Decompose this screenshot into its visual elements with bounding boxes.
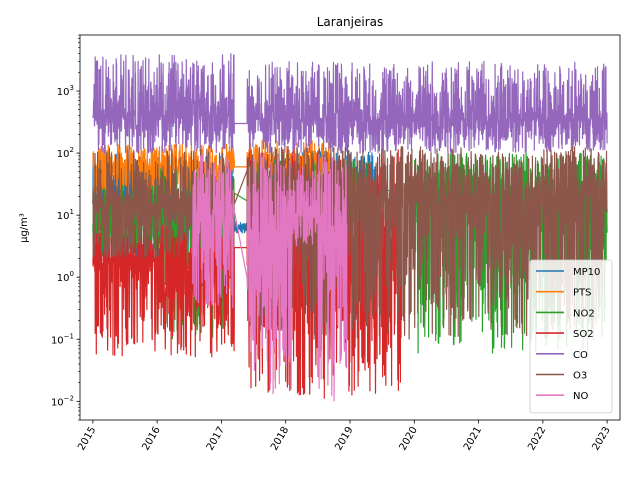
legend: MP10 PTS NO2 SO2 CO O3 NO [529,259,613,414]
series-line-o3 [92,145,608,340]
y-tick-label: 102 [57,146,74,160]
series-line-no [191,153,348,402]
y-tick-label: 101 [57,208,74,222]
legend-label-co: CO [573,350,588,361]
series-layer [92,53,608,402]
legend-label-so2: SO2 [573,329,594,340]
legend-label-o3: O3 [573,371,587,382]
y-tick-label: 10−2 [51,394,74,408]
series-o3 [92,145,608,340]
y-axis-label: µg/m³ [19,213,30,243]
legend-label-mp10: MP10 [573,267,600,278]
legend-box [529,259,613,414]
y-tick-label: 10−1 [51,332,74,346]
chart-title: Laranjeiras [317,15,384,29]
series-line-co [92,53,608,154]
y-tick-label: 100 [57,270,74,284]
series-line-pts [92,139,332,197]
series-co [92,53,608,154]
y-tick-label: 103 [57,84,74,98]
series-no [191,153,348,402]
legend-label-no: NO [573,391,588,402]
series-pts [92,139,332,197]
legend-label-pts: PTS [573,288,592,299]
legend-label-no2: NO2 [573,308,595,319]
